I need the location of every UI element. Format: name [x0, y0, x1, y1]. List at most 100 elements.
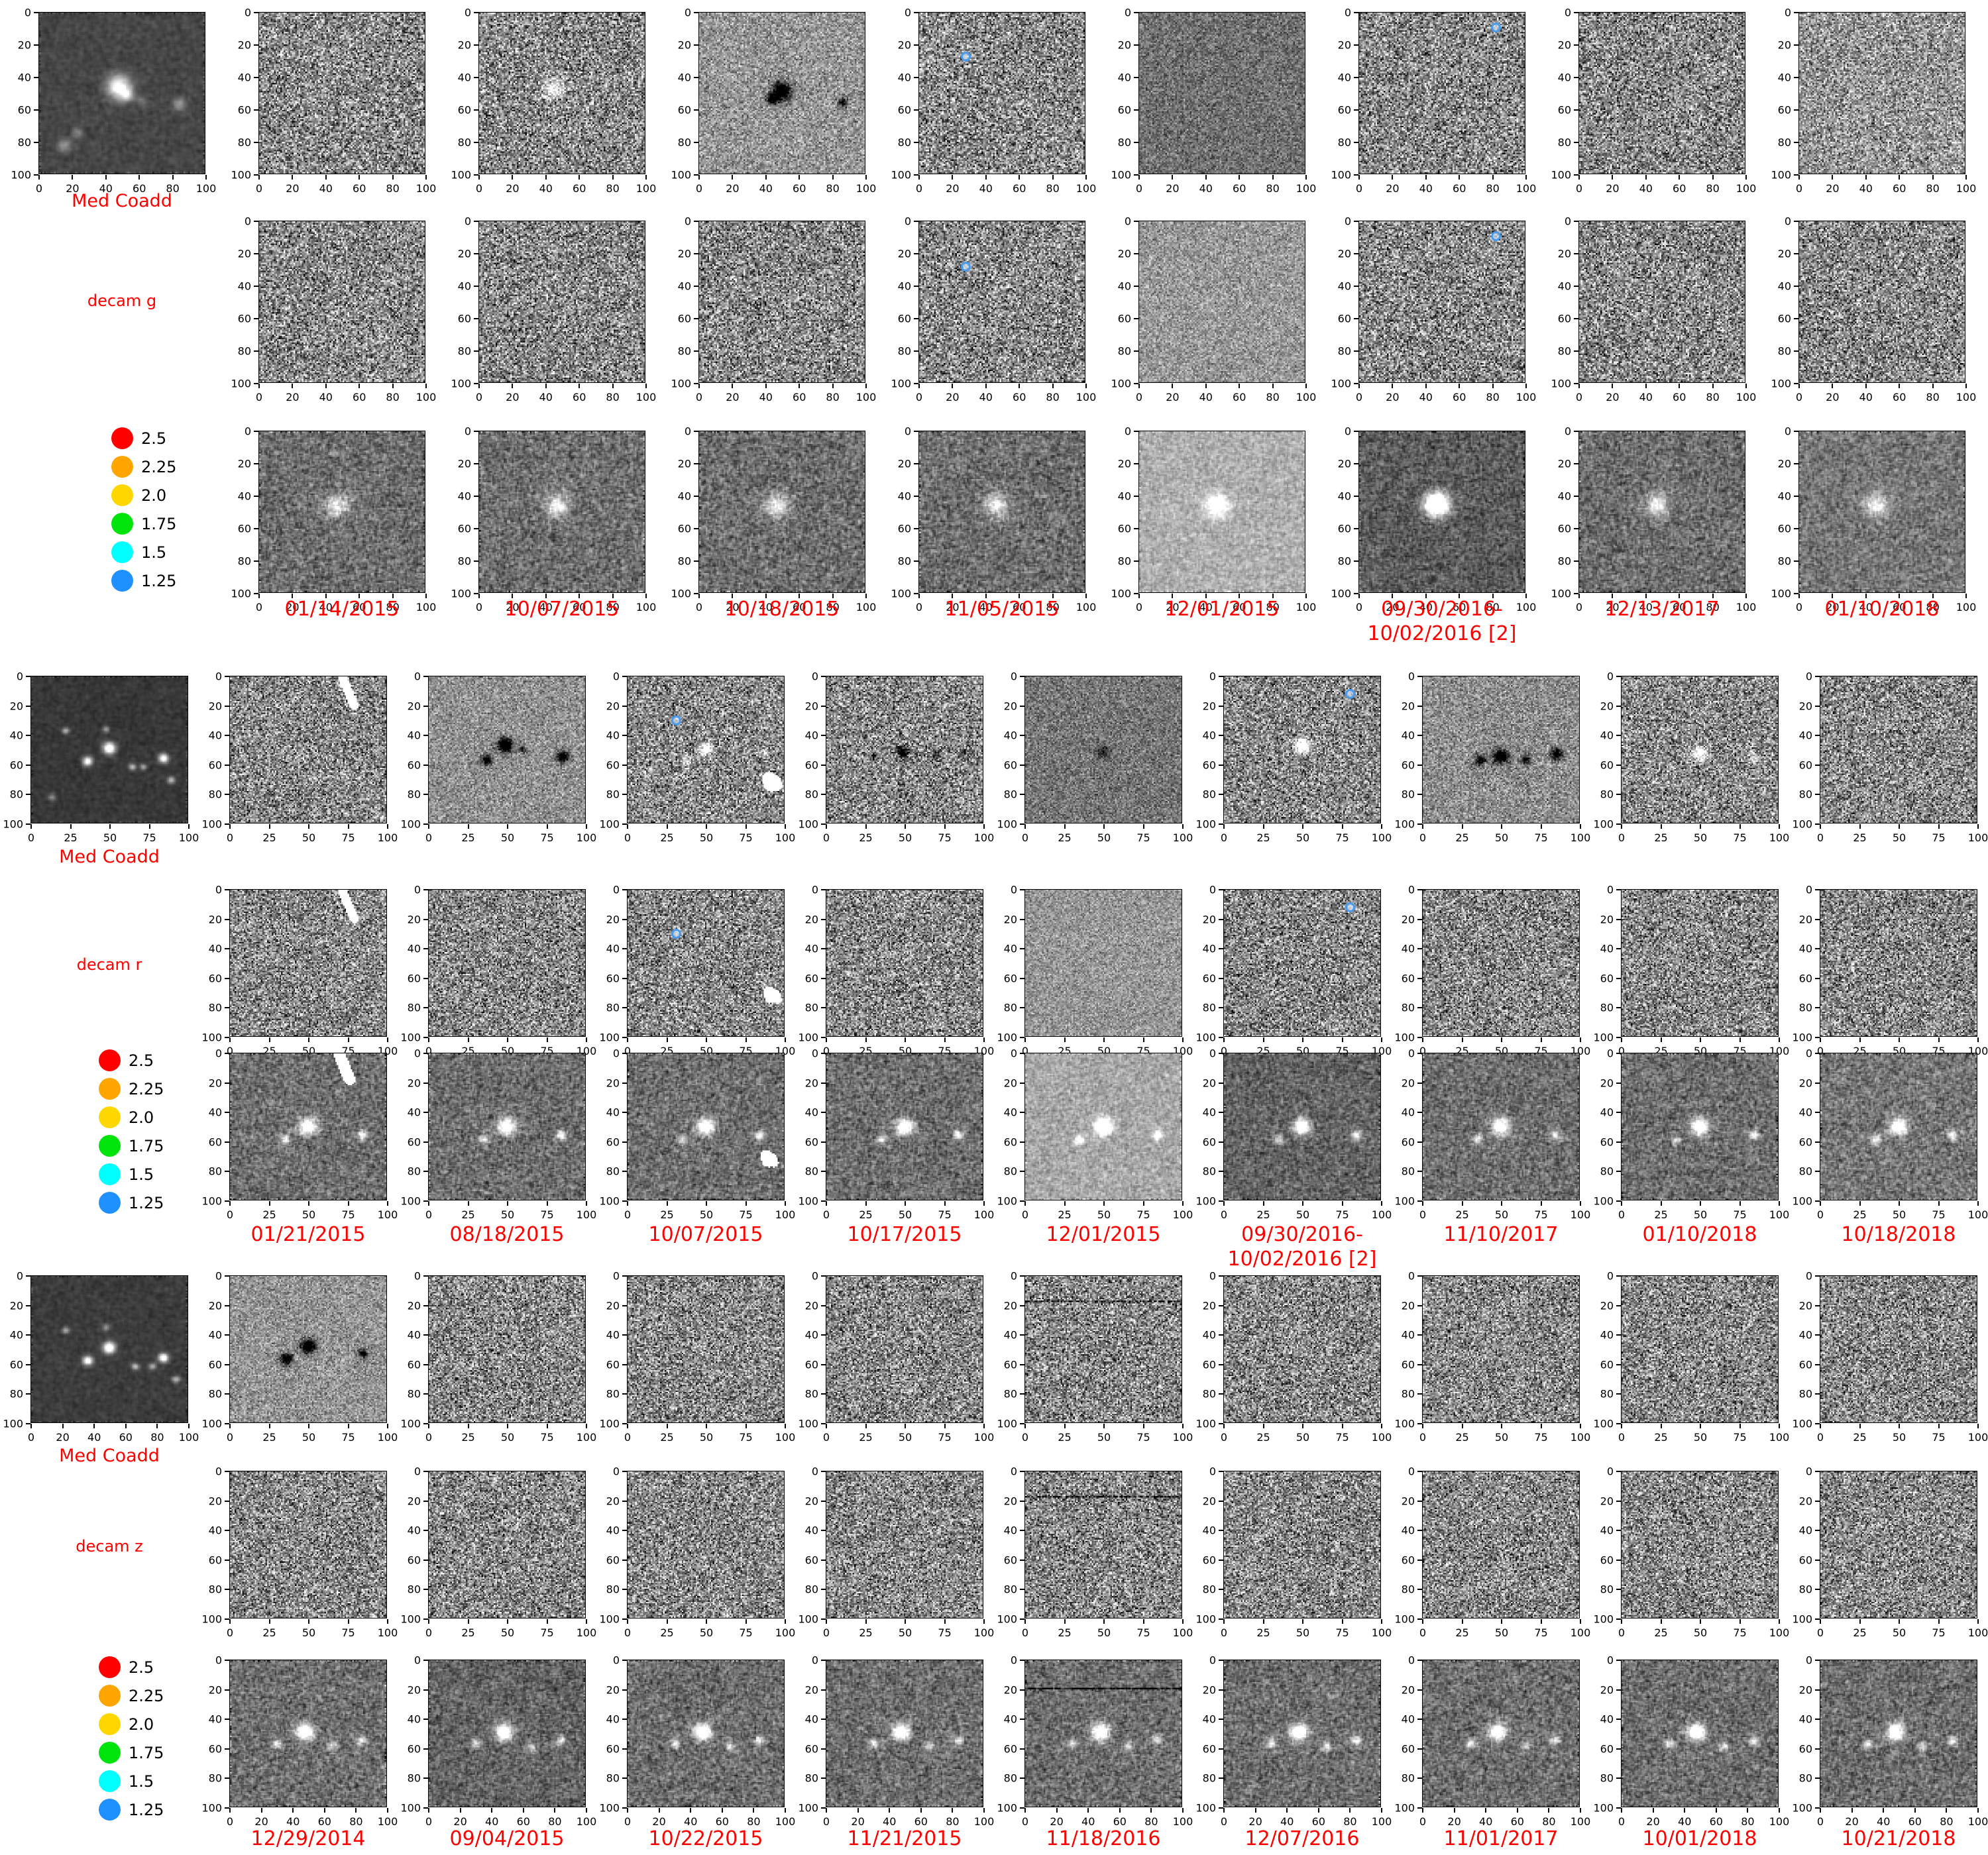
x-tick-mark	[268, 1201, 270, 1206]
y-tick-label: 20	[9, 1299, 23, 1312]
x-tick-label: 20	[851, 1815, 865, 1828]
date-label: 12/07/2016	[1244, 1827, 1360, 1850]
y-tick-mark	[622, 705, 627, 707]
y-tick-mark	[1219, 676, 1223, 677]
y-tick-mark	[1020, 1053, 1024, 1054]
x-tick-mark	[308, 1619, 309, 1624]
x-tick-mark	[308, 1424, 309, 1428]
y-tick-mark	[821, 735, 826, 737]
y-tick-mark	[1815, 1112, 1820, 1114]
x-tick-label: 80	[1266, 182, 1280, 195]
y-tick-mark	[914, 221, 918, 222]
y-tick-label: 20	[1337, 247, 1351, 260]
x-tick-label: 0	[1419, 1626, 1427, 1639]
x-tick-label: 80	[1046, 601, 1060, 613]
y-tick-label: 80	[606, 788, 620, 801]
y-tick-mark	[1354, 528, 1358, 529]
x-tick-label: 40	[684, 1815, 698, 1828]
y-tick-mark	[622, 1559, 627, 1561]
y-tick-label: 0	[612, 1047, 620, 1060]
y-tick-label: 80	[237, 344, 251, 358]
y-tick-mark	[1219, 918, 1223, 920]
x-tick-label: 60	[353, 391, 366, 403]
x-tick-mark	[785, 1424, 786, 1428]
x-tick-mark	[1052, 594, 1054, 598]
y-tick-label: 100	[1111, 377, 1131, 390]
y-tick-mark	[1616, 764, 1621, 766]
x-tick-label: 100	[973, 831, 995, 844]
y-tick-mark	[1219, 1304, 1223, 1306]
y-tick-label: 80	[1003, 1001, 1017, 1014]
x-tick-label: 80	[349, 1815, 363, 1828]
y-tick-label: 80	[208, 1583, 222, 1596]
legend-item: 2.0	[111, 484, 166, 506]
x-tick-label: 0	[1816, 1045, 1824, 1057]
y-tick-mark	[1815, 1748, 1820, 1750]
y-tick-mark	[1794, 253, 1798, 254]
x-tick-mark	[753, 1808, 755, 1813]
y-tick-mark	[1417, 1530, 1422, 1532]
y-tick-mark	[821, 1660, 826, 1661]
x-tick-mark	[205, 175, 207, 180]
legend-dot-icon	[99, 1742, 121, 1764]
x-tick-mark	[1142, 1037, 1144, 1042]
y-tick-mark	[225, 1171, 229, 1173]
x-tick-label: 60	[1893, 182, 1906, 195]
x-tick-label: 60	[1510, 1815, 1524, 1828]
y-tick-label: 20	[1557, 247, 1571, 260]
x-tick-label: 60	[516, 1815, 530, 1828]
y-tick-mark	[1815, 1200, 1820, 1202]
x-tick-label: 100	[973, 1208, 995, 1221]
y-tick-mark	[34, 77, 38, 78]
y-tick-label: 80	[208, 1001, 222, 1014]
legend-label: 1.25	[129, 1193, 164, 1212]
x-tick-mark	[985, 175, 987, 180]
legend-item: 1.25	[99, 1192, 164, 1214]
x-tick-label: 0	[1021, 1815, 1029, 1828]
x-tick-label: 60	[1013, 391, 1026, 403]
x-tick-mark	[1899, 1424, 1900, 1428]
cutout-panel-z-r1-c5: 0 20 40 60 80 100 0 25 50 75 100	[1195, 1465, 1392, 1640]
x-tick-label: 60	[793, 182, 806, 195]
y-tick-mark	[1616, 1719, 1621, 1721]
y-tick-mark	[1417, 918, 1422, 920]
x-tick-mark	[1899, 1619, 1900, 1624]
y-tick-mark	[821, 1082, 826, 1084]
x-tick-label: 75	[938, 1626, 952, 1639]
x-tick-mark	[229, 824, 231, 829]
y-tick-label: 40	[237, 490, 251, 503]
x-tick-label: 0	[624, 1815, 632, 1828]
y-tick-label: 100	[1394, 1031, 1415, 1044]
x-tick-label: 100	[973, 1626, 995, 1639]
legend-label: 2.0	[129, 1715, 154, 1734]
x-tick-mark	[698, 594, 700, 598]
y-tick-mark	[1020, 735, 1024, 737]
y-tick-mark	[1574, 44, 1578, 46]
x-tick-mark	[1965, 384, 1967, 388]
x-tick-label: 75	[1733, 1208, 1747, 1221]
x-tick-label: 20	[286, 601, 300, 613]
y-tick-mark	[622, 1037, 627, 1038]
x-tick-label: 50	[302, 1208, 316, 1221]
y-tick-label: 100	[451, 377, 471, 390]
y-tick-label: 40	[606, 942, 620, 955]
x-tick-label: 25	[1058, 1431, 1072, 1444]
panel-image-canvas	[1025, 890, 1182, 1036]
y-tick-mark	[225, 764, 229, 766]
x-tick-mark	[983, 1424, 985, 1428]
y-tick-mark	[1417, 764, 1422, 766]
panel-image-canvas	[1423, 1053, 1579, 1200]
x-tick-label: 75	[739, 831, 753, 844]
y-tick-label: 100	[891, 587, 911, 600]
y-tick-label: 40	[457, 71, 471, 84]
x-tick-label: 100	[377, 831, 398, 844]
cutout-panel-z-r2-c7: 0 20 40 60 80 100 0 20 40 60 80 100	[1593, 1654, 1789, 1828]
x-tick-mark	[1239, 175, 1241, 180]
x-tick-label: 50	[898, 1626, 912, 1639]
y-tick-label: 100	[201, 1801, 222, 1815]
y-tick-label: 80	[1600, 1387, 1614, 1401]
y-tick-mark	[694, 77, 698, 78]
panel-image-canvas	[826, 1660, 983, 1807]
y-tick-mark	[1794, 318, 1798, 319]
y-tick-label: 80	[897, 136, 911, 149]
